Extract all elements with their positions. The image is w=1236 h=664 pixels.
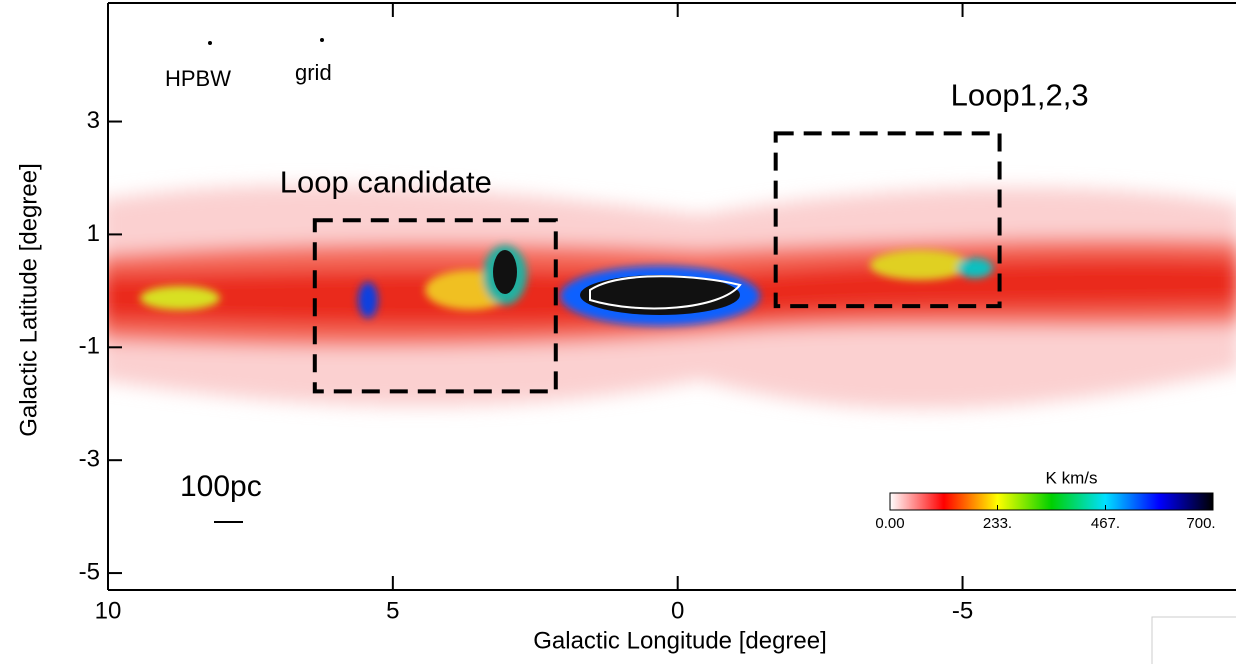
x-tick-label: 5: [386, 597, 399, 624]
hpbw-marker: [208, 38, 324, 45]
region-label: Loop candidate: [280, 164, 492, 199]
scale-label: 100pc: [180, 470, 262, 503]
x-tick-label: -5: [952, 597, 973, 624]
colorbar-tick-label: 233.: [983, 515, 1012, 532]
emission-map: [108, 184, 1236, 409]
y-tick-label: 1: [87, 220, 100, 247]
region-label: Loop1,2,3: [951, 78, 1089, 113]
colorbar: [889, 492, 1214, 511]
x-tick-label: 0: [671, 597, 684, 624]
overlay-box: [1151, 616, 1236, 664]
y-tick-label: -3: [79, 446, 100, 473]
x-axis-label: Galactic Longitude [degree]: [533, 627, 827, 654]
frame: [107, 2, 1236, 591]
grid-label: grid: [295, 60, 332, 85]
y-tick-label: -5: [79, 558, 100, 585]
colorbar-tick-label: 467.: [1091, 515, 1120, 532]
hpbw-label: HPBW: [165, 66, 231, 91]
colorbar-label: K km/s: [1046, 468, 1098, 487]
region-box: [773, 131, 1002, 309]
region-box: [312, 218, 558, 394]
y-tick-label: -1: [79, 333, 100, 360]
colorbar-tick-label: 0.00: [875, 515, 904, 532]
colorbar-tick-label: 700.: [1186, 515, 1215, 532]
x-tick-label: 10: [95, 597, 122, 624]
y-axis-label: Galactic Latitude [degree]: [15, 163, 42, 437]
y-tick-label: 3: [87, 107, 100, 134]
